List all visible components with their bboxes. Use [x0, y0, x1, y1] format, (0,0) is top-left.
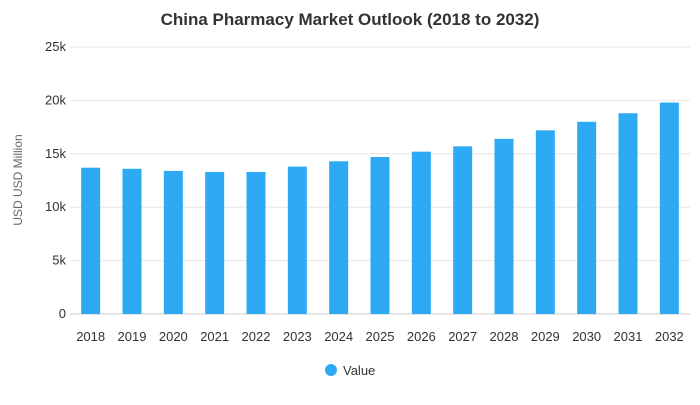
x-tick-label: 2026: [407, 329, 436, 344]
x-tick-label: 2025: [366, 329, 395, 344]
bar-2019[interactable]: [122, 168, 142, 314]
bar-2027[interactable]: [453, 146, 473, 314]
legend-marker-value: [325, 364, 337, 376]
x-tick-label: 2023: [283, 329, 312, 344]
y-tick-label: 5k: [52, 253, 66, 268]
chart-title: China Pharmacy Market Outlook (2018 to 2…: [161, 10, 540, 29]
y-tick-label: 20k: [45, 92, 66, 107]
x-tick-label: 2030: [572, 329, 601, 344]
bar-2026[interactable]: [411, 151, 431, 314]
bar-2025[interactable]: [370, 157, 390, 314]
legend-label-value: Value: [343, 363, 375, 378]
legend[interactable]: Value: [325, 363, 375, 378]
bars: [81, 102, 679, 314]
bar-2032[interactable]: [659, 102, 679, 314]
x-tick-label: 2019: [118, 329, 147, 344]
x-tick-label: 2018: [76, 329, 105, 344]
x-tick-label: 2029: [531, 329, 560, 344]
x-tick-label: 2027: [448, 329, 477, 344]
y-tick-label: 10k: [45, 199, 66, 214]
x-tick-label: 2022: [242, 329, 271, 344]
bar-2021[interactable]: [205, 171, 225, 314]
bar-2024[interactable]: [329, 161, 349, 314]
bar-2020[interactable]: [163, 170, 183, 314]
y-tick-label: 15k: [45, 146, 66, 161]
x-tick-label: 2031: [614, 329, 643, 344]
bar-2028[interactable]: [494, 138, 514, 314]
bar-2031[interactable]: [618, 113, 638, 314]
y-axis-label: USD USD Million: [11, 134, 25, 225]
y-tick-label: 0: [59, 306, 66, 321]
x-tick-label: 2020: [159, 329, 188, 344]
bar-2022[interactable]: [246, 171, 266, 314]
x-tick-label: 2021: [200, 329, 229, 344]
bar-2023[interactable]: [287, 166, 307, 314]
bar-2018[interactable]: [81, 167, 101, 314]
x-tick-label: 2032: [655, 329, 684, 344]
x-tick-label: 2028: [490, 329, 519, 344]
bar-2030[interactable]: [577, 121, 597, 314]
y-tick-label: 25k: [45, 39, 66, 54]
bar-2029[interactable]: [535, 130, 555, 314]
y-axis-ticks: 0 5k 10k 15k 20k 25k: [45, 39, 66, 321]
x-axis-ticks: 2018 2019 2020 2021 2022 2023 2024 2025 2026 2027…: [76, 329, 684, 344]
x-tick-label: 2024: [324, 329, 353, 344]
